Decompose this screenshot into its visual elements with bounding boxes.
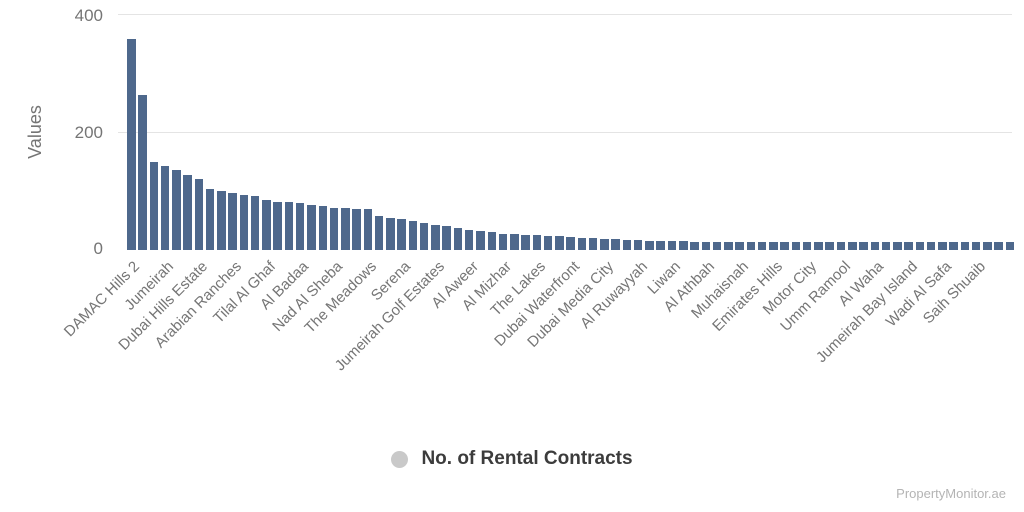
bar-47[interactable] [656, 240, 665, 250]
bar-44[interactable] [622, 240, 632, 250]
bar-66[interactable] [870, 242, 880, 250]
bar-12[interactable] [262, 200, 271, 250]
bar-29[interactable] [453, 228, 463, 250]
bar-6[interactable] [194, 178, 204, 250]
bar-52[interactable] [712, 241, 722, 250]
legend-marker-icon [391, 450, 409, 468]
gridline-400 [118, 14, 1012, 15]
bar-32[interactable] [487, 232, 496, 250]
legend[interactable]: No. of Rental Contracts [0, 448, 1024, 470]
bar-34[interactable] [510, 234, 519, 250]
gridline-200 [118, 132, 1012, 133]
bar-36[interactable] [532, 235, 542, 250]
bar-43[interactable] [611, 239, 620, 250]
bar-64[interactable] [848, 242, 857, 250]
bar-49[interactable] [679, 241, 688, 250]
bar-31[interactable] [476, 231, 485, 250]
bar-20[interactable] [352, 208, 361, 250]
bar-68[interactable] [893, 242, 902, 250]
bar-2[interactable] [149, 161, 159, 250]
bar-38[interactable] [555, 236, 564, 250]
bar-35[interactable] [521, 234, 530, 250]
bar-7[interactable] [205, 189, 215, 250]
bar-55[interactable] [746, 242, 756, 250]
bar-23[interactable] [386, 217, 395, 250]
bar-77[interactable] [994, 242, 1003, 250]
bar-51[interactable] [701, 241, 711, 250]
bar-3[interactable] [160, 165, 170, 250]
bar-53[interactable] [724, 241, 733, 250]
bar-69[interactable] [904, 242, 913, 250]
bar-62[interactable] [825, 242, 834, 250]
bar-58[interactable] [780, 242, 789, 250]
bar-70[interactable] [915, 242, 925, 250]
y-tick-200: 200 [74, 123, 103, 142]
bar-10[interactable] [239, 194, 249, 250]
bar-59[interactable] [791, 242, 801, 250]
bar-1[interactable] [138, 95, 147, 250]
bar-37[interactable] [543, 235, 553, 250]
bar-17[interactable] [318, 206, 328, 250]
bar-13[interactable] [273, 201, 282, 250]
bar-45[interactable] [633, 240, 643, 250]
bar-50[interactable] [690, 241, 699, 250]
bar-39[interactable] [566, 237, 575, 250]
bar-74[interactable] [960, 242, 970, 250]
bar-75[interactable] [971, 242, 981, 250]
bar-61[interactable] [814, 242, 823, 250]
bar-57[interactable] [769, 242, 778, 250]
bar-28[interactable] [442, 226, 451, 250]
bar-30[interactable] [464, 229, 474, 250]
bar-26[interactable] [419, 222, 429, 250]
x-axis-labels: DAMAC Hills 2 Jumeirah Dubai Hills Estate A… [0, 258, 1024, 408]
bar-5[interactable] [183, 174, 192, 250]
bar-22[interactable] [374, 215, 384, 250]
y-tick-0: 0 [93, 239, 103, 258]
bars-plot-area [127, 14, 1015, 250]
y-tick-400: 400 [74, 6, 103, 25]
bar-76[interactable] [983, 242, 992, 250]
bar-0[interactable] [127, 38, 136, 250]
bar-60[interactable] [802, 242, 812, 250]
bar-9[interactable] [228, 192, 237, 250]
bar-63[interactable] [836, 242, 846, 250]
bar-33[interactable] [498, 233, 508, 250]
bar-21[interactable] [363, 209, 373, 250]
bar-19[interactable] [341, 208, 350, 250]
bar-56[interactable] [757, 242, 767, 250]
bar-54[interactable] [735, 242, 744, 250]
bar-18[interactable] [329, 207, 339, 250]
bar-73[interactable] [949, 242, 958, 250]
bar-46[interactable] [645, 240, 654, 250]
bar-8[interactable] [217, 191, 226, 250]
bar-41[interactable] [588, 238, 598, 250]
bar-48[interactable] [667, 241, 677, 250]
legend-label: No. of Rental Contracts [421, 448, 633, 469]
bar-72[interactable] [938, 242, 947, 250]
bar-40[interactable] [577, 237, 587, 250]
bar-16[interactable] [307, 204, 316, 250]
bar-14[interactable] [284, 202, 294, 250]
watermark: PropertyMonitor.ae [896, 486, 1006, 501]
bar-15[interactable] [295, 203, 305, 250]
bar-4[interactable] [172, 169, 181, 250]
bar-67[interactable] [881, 242, 891, 250]
bar-71[interactable] [926, 242, 936, 250]
bar-65[interactable] [859, 242, 868, 250]
bar-25[interactable] [408, 221, 418, 250]
bar-27[interactable] [431, 224, 440, 250]
bar-24[interactable] [397, 219, 406, 250]
bar-78[interactable] [1005, 242, 1015, 250]
bar-42[interactable] [600, 238, 609, 250]
y-axis-title: Values [25, 105, 45, 159]
bar-11[interactable] [250, 196, 260, 250]
